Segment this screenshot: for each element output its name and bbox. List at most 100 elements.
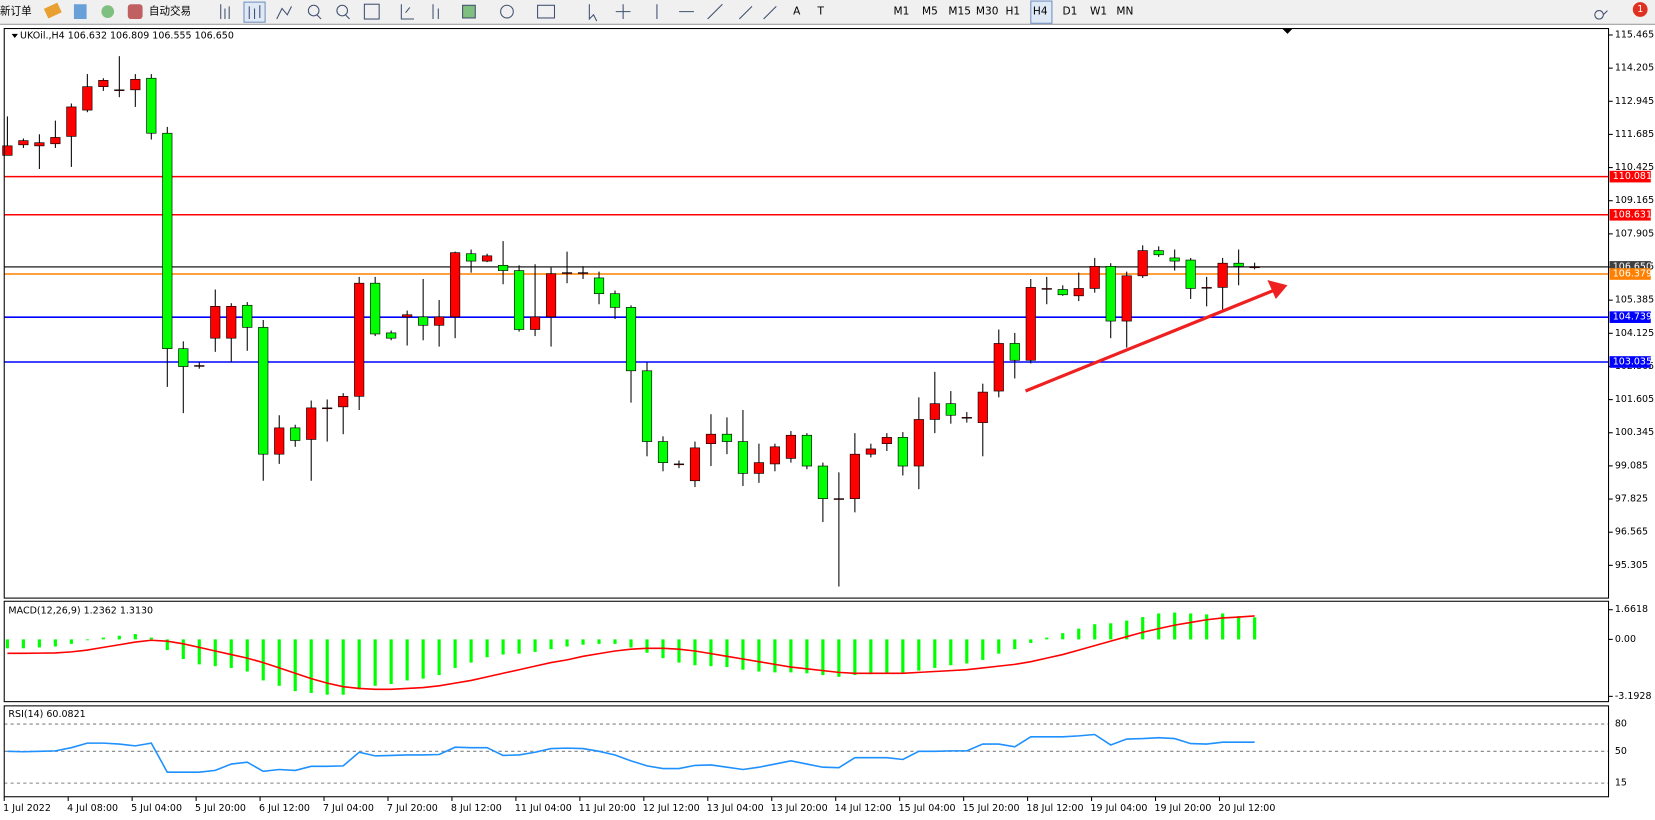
macd-bar [181,639,185,660]
candle-body [945,403,956,416]
macd-bar [357,639,361,690]
candle-body [849,453,860,499]
candle-body [338,395,349,408]
icon[interactable] [43,2,62,19]
timeframe-button[interactable]: W1 [1090,6,1107,18]
macd-bar [1029,639,1033,643]
timeframe-button[interactable]: H4 [1033,6,1048,18]
timeframe-button[interactable]: M1 [894,6,910,18]
y-tick-label: 110.425 [1615,162,1654,173]
timeframe-button[interactable]: M5 [922,6,938,18]
macd-bar [1125,620,1129,640]
candle-body [450,252,461,318]
icon[interactable] [537,4,556,19]
x-tick-label: 1 Jul 2022 [3,803,51,814]
x-tick-label: 11 Jul 04:00 [515,803,572,814]
candle-body [514,270,525,330]
candle-body [1121,275,1132,322]
y-tick-label: 50 [1615,746,1627,757]
x-tick-label: 7 Jul 04:00 [323,803,374,814]
candle-body [482,255,493,262]
icon[interactable] [336,4,349,17]
candle-body [817,465,828,499]
candle-body [753,462,765,474]
y-tick-label: 99.085 [1615,460,1648,471]
candle-body [1057,289,1068,296]
y-tick-label: 115.465 [1615,29,1654,40]
macd-bar [1061,633,1065,640]
icon[interactable] [432,4,439,20]
candle-body [1137,250,1148,277]
x-tick-label: 14 Jul 12:00 [835,803,892,814]
candle-body [402,314,413,318]
macd-bar [213,639,217,667]
candle-body [897,437,908,467]
candle-body [146,77,157,134]
panel-frame [3,600,1610,703]
tool-icons[interactable] [220,1,1608,23]
auto-trading-button[interactable]: 自动交易 [149,5,191,18]
icon[interactable] [307,4,320,17]
text-tool[interactable]: A [793,6,801,18]
candle-body [1153,250,1164,256]
y-tick-label: 1.6618 [1615,604,1648,615]
macd-bar [997,639,1001,654]
x-tick-label: 11 Jul 20:00 [579,803,636,814]
icon[interactable] [101,5,115,18]
macd-bar [149,637,153,640]
timeframe-button[interactable]: M30 [976,6,999,18]
macd-bar [1077,628,1081,640]
candle-body [657,441,669,463]
search-icon[interactable] [1594,10,1608,20]
icon[interactable] [462,4,476,19]
icon[interactable] [248,5,261,20]
y-tick-label: 100.345 [1615,427,1654,438]
macd-bar [645,639,649,653]
timeframe-button[interactable]: D1 [1062,6,1077,18]
signal-line [7,615,1255,691]
new-order-button[interactable]: 新订单 [0,5,32,18]
macd-bar [37,639,41,648]
y-tick-label: 96.565 [1615,527,1648,538]
label-tool[interactable]: T [816,6,824,18]
candle-body [386,332,397,339]
price-tag-label: 110.081 [1613,171,1652,182]
macd-bar [549,639,553,650]
x-tick-label: 15 Jul 20:00 [963,803,1020,814]
icon[interactable] [400,4,415,20]
y-tick-label: 109.165 [1615,195,1654,206]
icon[interactable] [344,14,350,20]
icon[interactable] [363,3,380,20]
y-tick-label: 114.205 [1615,63,1654,74]
icon[interactable] [127,4,143,20]
icon[interactable] [500,4,514,19]
macd-bar [597,639,601,644]
timeframe-button[interactable]: MN [1116,6,1133,18]
icon[interactable] [276,6,292,20]
icon[interactable] [220,4,230,20]
candle-body [50,137,61,145]
macd-bar [677,639,681,663]
candle-body [641,370,653,442]
candle-body [226,306,237,339]
icon[interactable] [588,3,777,22]
candle-body [1201,287,1212,289]
active-timeframe-bg [1030,0,1053,24]
macd-bar [965,639,969,664]
candle-body [1089,266,1100,289]
macd-bar [853,639,857,676]
timeframe-button[interactable]: M15 [948,6,971,18]
notification-badge[interactable] [1632,2,1648,17]
timeframe-button[interactable]: H1 [1005,6,1020,18]
price-tag-label: 104.739 [1613,312,1652,323]
y-tick-label: 104.125 [1615,328,1654,339]
notification-count[interactable]: 1 [1637,4,1643,15]
candle-body [130,78,141,91]
candle-body [1105,266,1116,322]
icon[interactable] [73,4,87,20]
toolbar-bg [0,0,1655,25]
macd-bar [581,639,585,645]
icon[interactable] [316,14,322,20]
macd-bar [917,639,921,671]
